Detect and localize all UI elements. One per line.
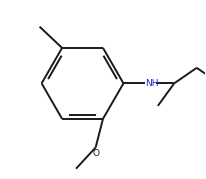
Text: O: O xyxy=(92,149,99,158)
Text: NH: NH xyxy=(145,79,159,88)
